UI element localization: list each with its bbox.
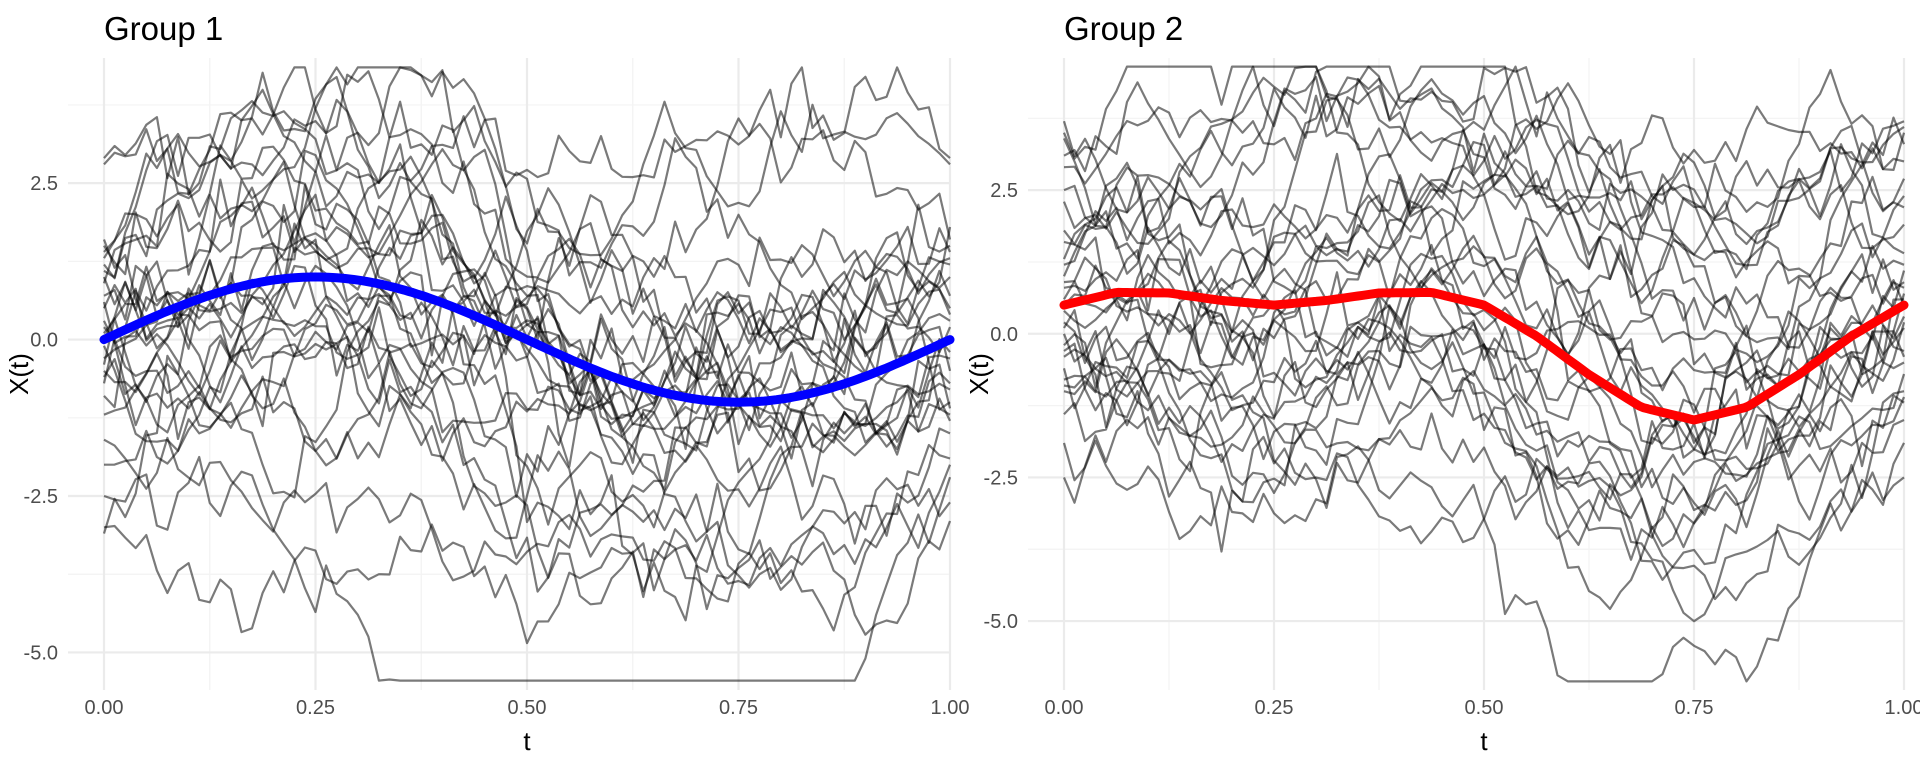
x-tick-label: 0.50 (1465, 697, 1504, 719)
x-tick-label: 0.75 (719, 697, 758, 719)
x-tick-label: 0.50 (508, 697, 547, 719)
sample-curve (103, 455, 952, 682)
sample-curve (1063, 65, 1906, 351)
sample-curve (103, 520, 952, 645)
sample-curve (1063, 243, 1905, 484)
x-axis-label: t (1480, 726, 1488, 756)
sample-curve (102, 178, 951, 488)
chart-title: Group 2 (1064, 10, 1183, 47)
sample-curve (103, 66, 951, 257)
y-tick-label: 2.5 (30, 173, 58, 195)
x-tick-label: 0.25 (296, 697, 335, 719)
y-axis-label: X(t) (4, 353, 34, 395)
x-tick-label: 0.00 (85, 697, 124, 719)
x-tick-label: 0.00 (1045, 697, 1084, 719)
sample-curve (102, 268, 951, 499)
sample-curve (103, 295, 952, 593)
sample-curve (1063, 178, 1905, 456)
x-tick-label: 0.25 (1255, 697, 1294, 719)
x-tick-label: 1.00 (931, 697, 970, 719)
mean-curve (99, 272, 955, 407)
sample-curve (103, 297, 951, 545)
sample-curve (103, 66, 951, 231)
sample-curve (1062, 65, 1905, 221)
panel-1: 0.00 0.25 0.50 0.75 1.00 2.5 0.0 -2.5 -5.0 Group … (4, 10, 969, 756)
y-tick-label: -2.5 (984, 467, 1018, 489)
y-tick-label: 0.0 (990, 324, 1018, 346)
y-tick-label: -5.0 (984, 611, 1018, 633)
y-tick-label: -5.0 (24, 642, 58, 664)
sample-curve (102, 66, 951, 327)
sample-curve (1063, 129, 1905, 266)
sample-curve (103, 148, 952, 432)
sample-curve (1063, 68, 1905, 334)
y-axis-label: X(t) (964, 353, 994, 395)
x-tick-label: 1.00 (1885, 697, 1920, 719)
sample-curve (102, 302, 951, 498)
y-tick-label: -2.5 (24, 486, 58, 508)
sample-curve (1063, 234, 1906, 494)
x-axis-label: t (523, 726, 531, 756)
sample-curve (1063, 371, 1905, 623)
sample-curve (102, 143, 951, 422)
sample-curve (1063, 65, 1905, 271)
sample-curve (1062, 289, 1906, 581)
sample-curve (1062, 65, 1906, 260)
sample-curve (103, 193, 951, 622)
sample-curve (103, 436, 951, 632)
sample-curve (1062, 376, 1905, 602)
x-tick-label: 0.75 (1675, 697, 1714, 719)
sample-curve (103, 117, 952, 355)
mean-curve (1059, 287, 1909, 425)
y-tick-label: 2.5 (990, 180, 1018, 202)
sample-curve (1063, 66, 1905, 256)
sample-curve (103, 155, 952, 492)
sample-curve (103, 218, 952, 420)
sample-curve (103, 98, 952, 364)
chart-title: Group 1 (104, 10, 223, 47)
sample-curve (1062, 439, 1905, 683)
sample-curve (1062, 120, 1905, 295)
y-tick-label: 0.0 (30, 330, 58, 352)
sample-curve (1063, 264, 1905, 530)
sample-curve (1063, 82, 1905, 349)
panel-2: 0.00 0.25 0.50 0.75 1.00 2.5 0.0 -2.5 -5.0 Group … (964, 10, 1920, 756)
sample-curve (1063, 208, 1905, 357)
sample-curve (102, 258, 951, 606)
sample-curve (1063, 175, 1905, 366)
sample-curve (103, 193, 951, 434)
